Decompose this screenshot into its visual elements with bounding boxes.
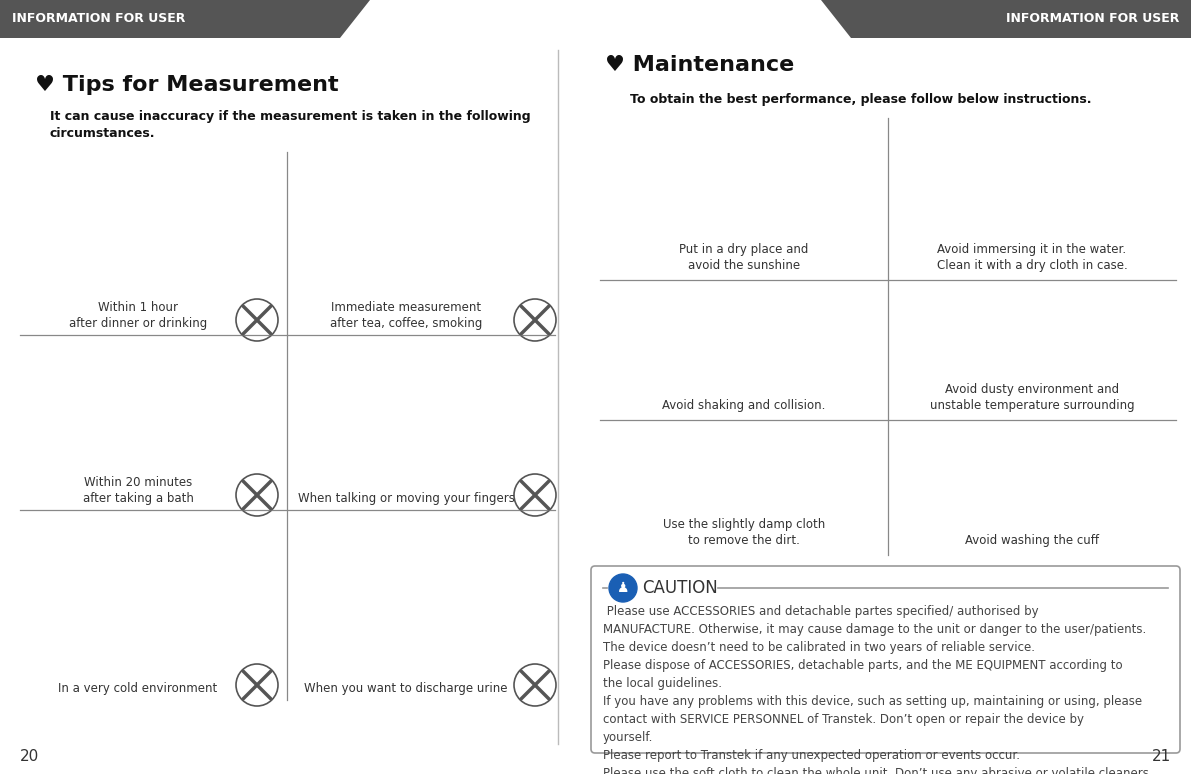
Text: ♥ Maintenance: ♥ Maintenance — [605, 55, 794, 75]
Text: INFORMATION FOR USER: INFORMATION FOR USER — [12, 12, 186, 26]
Text: Immediate measurement
after tea, coffee, smoking: Immediate measurement after tea, coffee,… — [330, 301, 482, 330]
Text: Within 20 minutes
after taking a bath: Within 20 minutes after taking a bath — [82, 476, 193, 505]
Polygon shape — [821, 0, 1191, 38]
Text: When talking or moving your fingers: When talking or moving your fingers — [298, 492, 515, 505]
Text: When you want to discharge urine: When you want to discharge urine — [304, 682, 507, 695]
Text: ♥ Tips for Measurement: ♥ Tips for Measurement — [35, 75, 338, 95]
Text: Avoid immersing it in the water.
Clean it with a dry cloth in case.: Avoid immersing it in the water. Clean i… — [936, 243, 1128, 272]
Text: Avoid shaking and collision.: Avoid shaking and collision. — [662, 399, 825, 412]
Text: 21: 21 — [1152, 749, 1171, 764]
Text: 20: 20 — [20, 749, 39, 764]
Circle shape — [609, 574, 637, 602]
Text: Put in a dry place and
avoid the sunshine: Put in a dry place and avoid the sunshin… — [679, 243, 809, 272]
Text: CAUTION: CAUTION — [642, 579, 718, 597]
Text: Within 1 hour
after dinner or drinking: Within 1 hour after dinner or drinking — [69, 301, 207, 330]
Text: Avoid washing the cuff: Avoid washing the cuff — [965, 534, 1099, 547]
Text: It can cause inaccuracy if the measurement is taken in the following
circumstanc: It can cause inaccuracy if the measureme… — [50, 110, 531, 140]
Text: In a very cold environment: In a very cold environment — [58, 682, 218, 695]
FancyBboxPatch shape — [591, 566, 1180, 753]
Text: Avoid dusty environment and
unstable temperature surrounding: Avoid dusty environment and unstable tem… — [930, 383, 1134, 412]
Text: To obtain the best performance, please follow below instructions.: To obtain the best performance, please f… — [630, 93, 1091, 106]
Text: INFORMATION FOR USER: INFORMATION FOR USER — [1005, 12, 1179, 26]
Polygon shape — [0, 0, 370, 38]
Text: Please use ACCESSORIES and detachable partes specified/ authorised by
MANUFACTUR: Please use ACCESSORIES and detachable pa… — [603, 605, 1153, 774]
Text: ♟: ♟ — [617, 581, 629, 595]
Text: Use the slightly damp cloth
to remove the dirt.: Use the slightly damp cloth to remove th… — [663, 518, 825, 547]
